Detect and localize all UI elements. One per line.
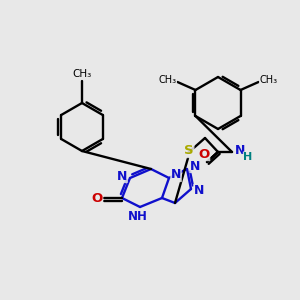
Text: S: S [184, 145, 194, 158]
Text: N: N [235, 145, 245, 158]
Text: NH: NH [128, 211, 148, 224]
Text: H: H [243, 152, 253, 162]
Text: CH₃: CH₃ [260, 75, 278, 85]
Text: CH₃: CH₃ [72, 69, 92, 79]
Text: N: N [171, 169, 181, 182]
Text: N: N [194, 184, 204, 197]
Text: CH₃: CH₃ [158, 75, 176, 85]
Text: O: O [198, 148, 210, 160]
Text: N: N [117, 169, 127, 182]
Text: N: N [190, 160, 200, 172]
Text: O: O [92, 191, 103, 205]
